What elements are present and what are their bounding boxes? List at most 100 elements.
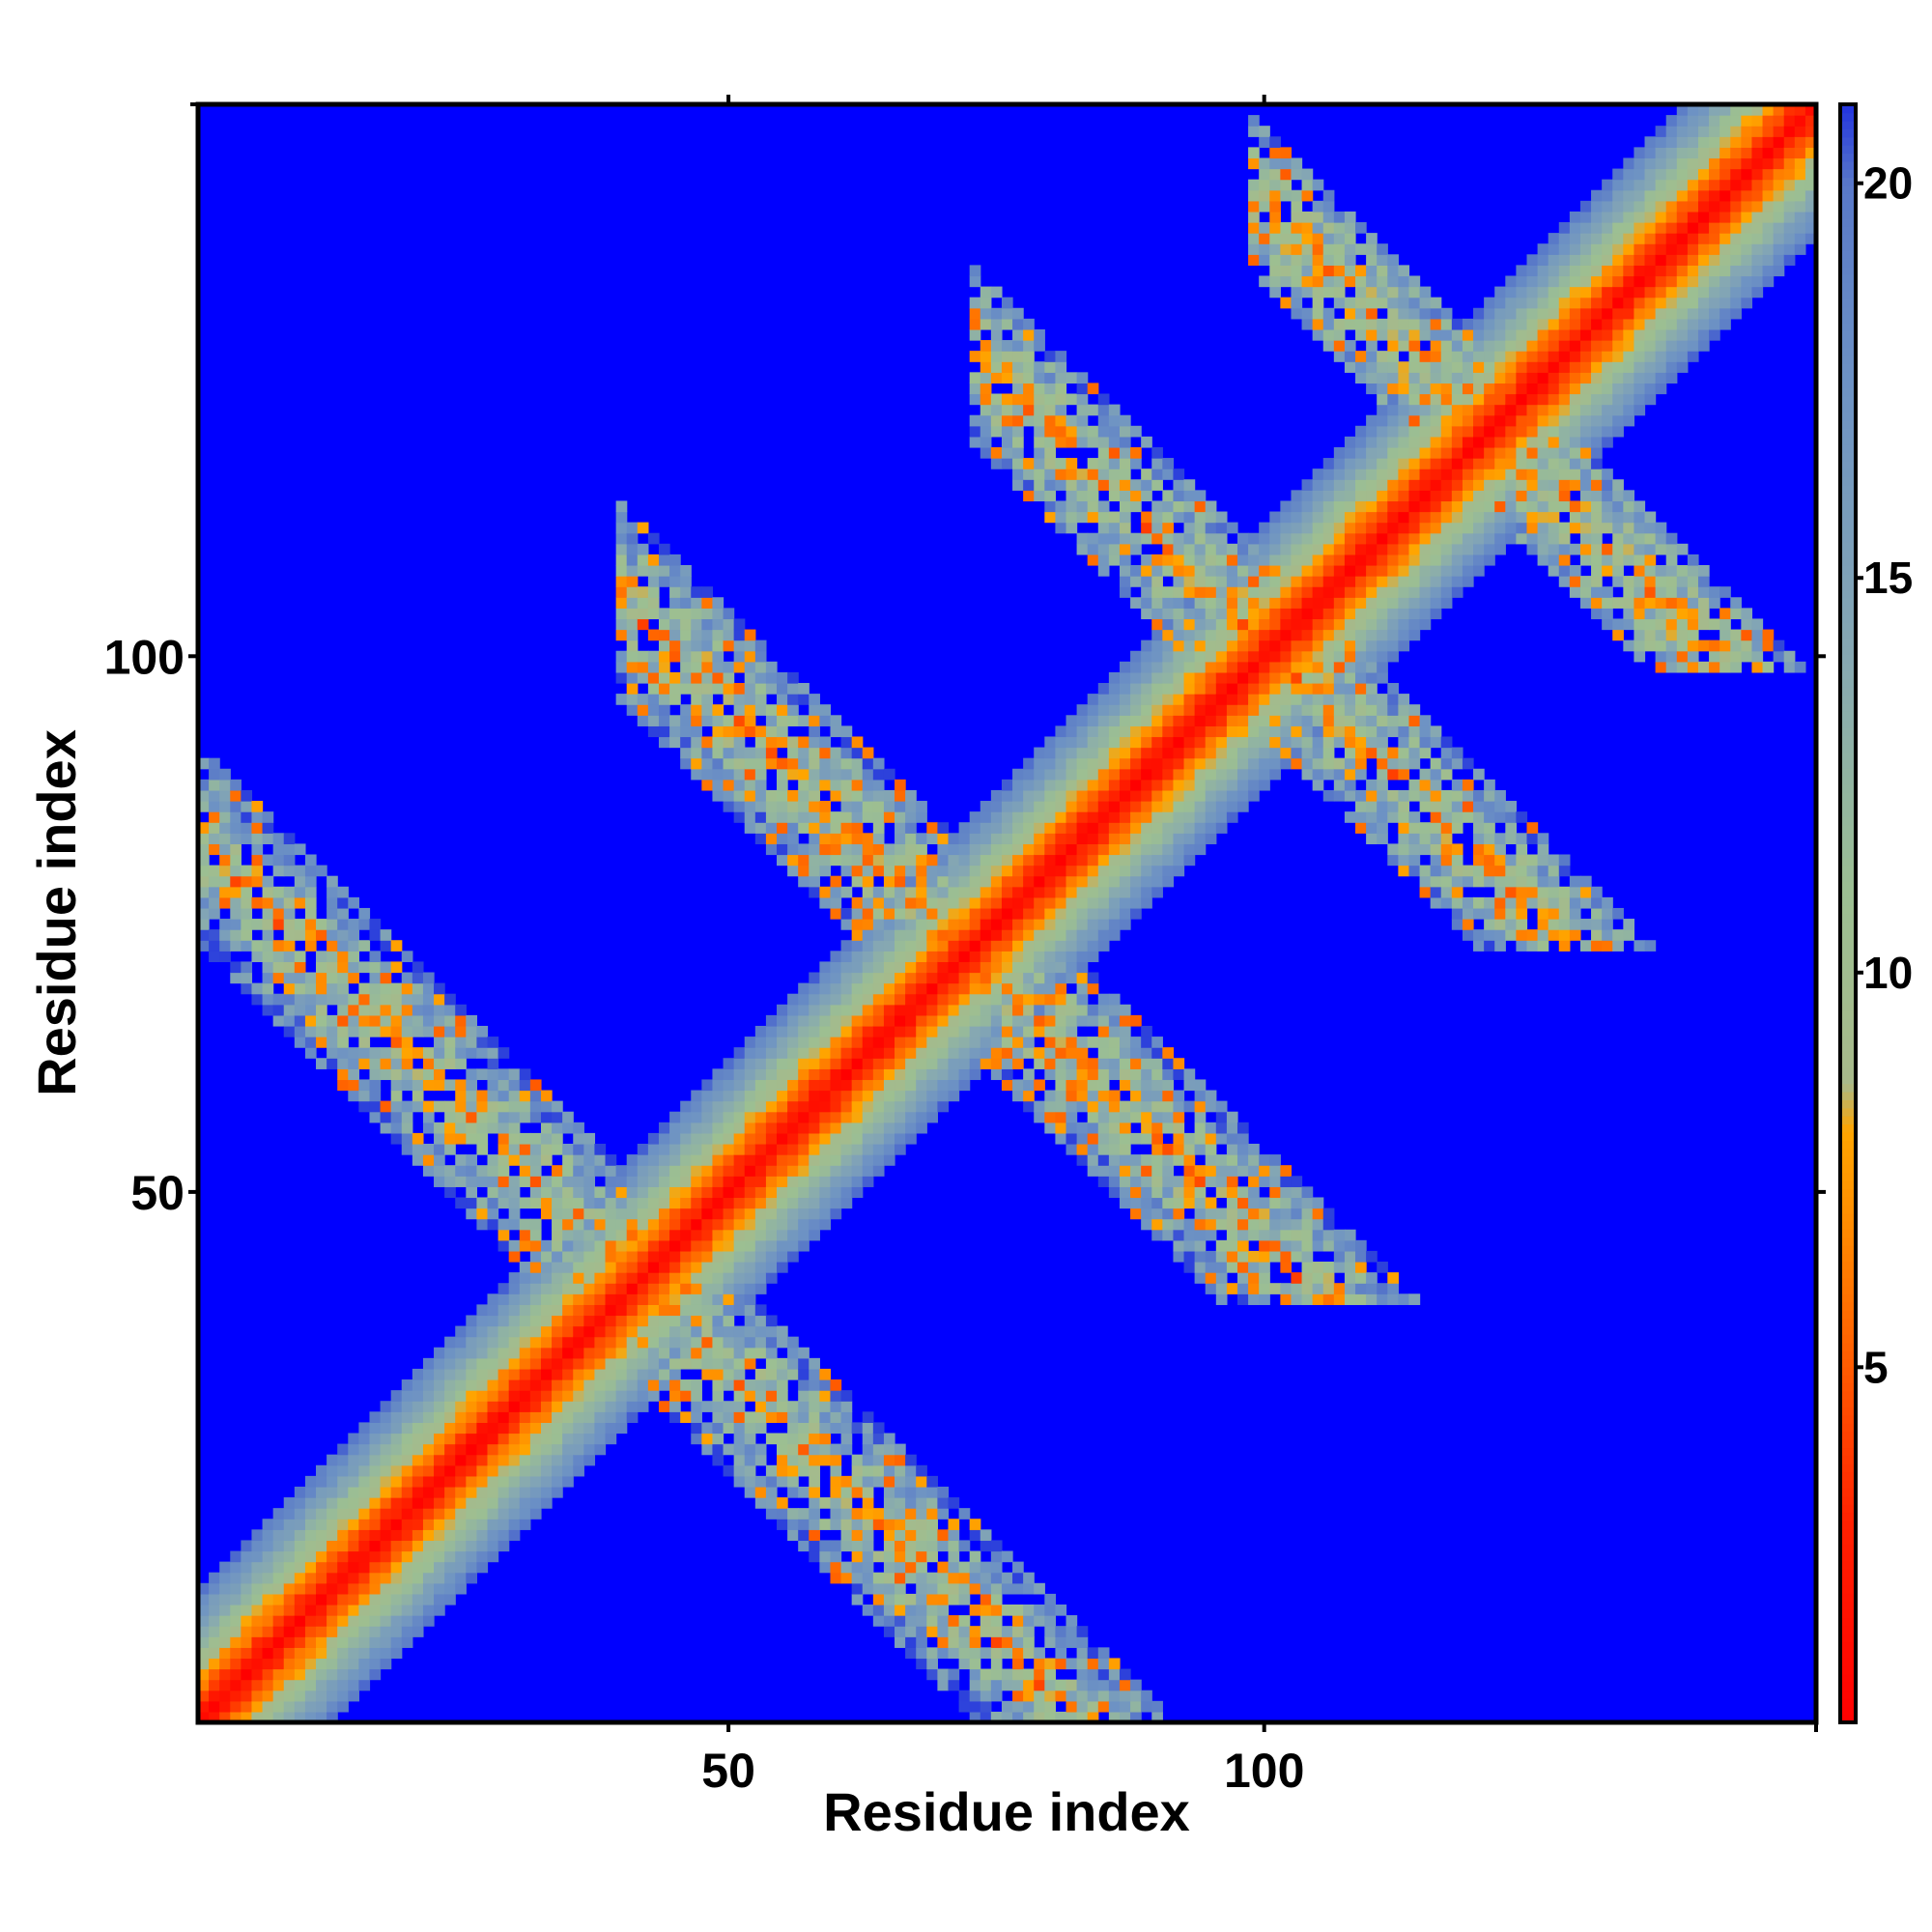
heatmap-cell	[304, 1668, 317, 1681]
heatmap-cell	[487, 1176, 499, 1187]
heatmap-cell	[765, 1037, 778, 1048]
heatmap-cell	[304, 886, 317, 898]
heatmap-cell	[809, 811, 820, 823]
heatmap-cell	[540, 1497, 553, 1509]
heatmap-cell	[851, 757, 864, 770]
heatmap-cell	[744, 1079, 756, 1092]
heatmap-cell	[1215, 522, 1228, 534]
heatmap-cell	[412, 1025, 424, 1037]
heatmap-cell	[1215, 704, 1228, 716]
heatmap-cell	[529, 1262, 542, 1273]
heatmap-cell	[519, 1401, 531, 1412]
heatmap-cell	[819, 1401, 832, 1412]
heatmap-cell	[754, 1347, 767, 1359]
heatmap-cell	[830, 982, 842, 995]
heatmap-cell	[219, 768, 231, 781]
heatmap-cell	[958, 951, 971, 963]
heatmap-cell	[552, 1208, 563, 1220]
heatmap-cell	[573, 1208, 584, 1220]
heatmap-cell	[1034, 951, 1045, 963]
heatmap-cell	[1151, 1218, 1163, 1231]
heatmap-cell	[1097, 704, 1110, 716]
heatmap-cell	[1194, 1111, 1207, 1123]
heatmap-cell	[434, 1165, 445, 1177]
heatmap-cell	[1259, 168, 1270, 181]
heatmap-cell	[1162, 843, 1175, 856]
heatmap-cell	[787, 1401, 799, 1412]
heatmap-cell	[1215, 1165, 1228, 1177]
heatmap-cell	[1291, 543, 1303, 555]
heatmap-cell	[883, 940, 895, 952]
heatmap-cell	[744, 789, 756, 802]
heatmap-cell	[787, 1111, 799, 1123]
heatmap-cell	[327, 1454, 338, 1466]
heatmap-cell	[487, 1197, 499, 1209]
heatmap-cell	[1236, 757, 1249, 770]
heatmap-cell	[1119, 469, 1131, 480]
heatmap-cell	[895, 854, 906, 867]
heatmap-cell	[1097, 532, 1110, 545]
heatmap-cell	[1194, 843, 1207, 856]
heatmap-cell	[1291, 576, 1303, 587]
heatmap-cell	[540, 1132, 553, 1145]
heatmap-cell	[262, 1529, 274, 1542]
heatmap-cell	[777, 736, 788, 749]
heatmap-cell	[369, 1411, 382, 1423]
heatmap-cell	[1312, 694, 1324, 705]
heatmap-cell	[1248, 1143, 1260, 1155]
heatmap-cell	[830, 1165, 842, 1177]
heatmap-cell	[529, 1454, 542, 1466]
heatmap-cell	[723, 1422, 735, 1435]
heatmap-cell	[895, 886, 906, 898]
heatmap-cell	[1119, 1176, 1131, 1187]
heatmap-cell	[466, 1165, 478, 1177]
heatmap-cell	[348, 1540, 359, 1552]
heatmap-cell	[969, 1658, 981, 1670]
heatmap-cell	[830, 1176, 842, 1187]
heatmap-cell	[851, 1540, 864, 1552]
heatmap-cell	[337, 1529, 349, 1542]
heatmap-cell	[1312, 543, 1324, 555]
heatmap-cell	[1280, 1197, 1293, 1209]
heatmap-cell	[883, 982, 895, 995]
heatmap-cell	[1044, 1090, 1057, 1102]
heatmap-cell	[540, 1368, 553, 1380]
heatmap-cell	[809, 1068, 820, 1081]
heatmap-cell	[980, 1561, 992, 1574]
heatmap-cell	[830, 1079, 842, 1092]
heatmap-cell	[862, 1422, 874, 1435]
heatmap-cell	[647, 671, 660, 684]
heatmap-cell	[508, 1250, 521, 1263]
heatmap-cell	[241, 1658, 253, 1670]
heatmap-cell	[1141, 822, 1152, 834]
heatmap-cell	[658, 1304, 670, 1317]
heatmap-cell	[1183, 801, 1196, 812]
heatmap-cell	[777, 1176, 788, 1187]
heatmap-cell	[1173, 500, 1185, 513]
heatmap-cell	[508, 1411, 521, 1423]
heatmap-cell	[1301, 1186, 1314, 1199]
heatmap-cell	[1097, 1647, 1110, 1660]
heatmap-cell	[862, 940, 874, 952]
heatmap-cell	[637, 1197, 649, 1209]
heatmap-cell	[1291, 490, 1303, 502]
heatmap-cell	[422, 1572, 435, 1584]
heatmap-cell	[990, 1668, 1003, 1681]
heatmap-cell	[905, 843, 917, 856]
heatmap-cell	[1301, 189, 1314, 202]
heatmap-cell	[626, 661, 639, 673]
heatmap-cell	[466, 1357, 478, 1370]
heatmap-cell	[1226, 629, 1238, 641]
heatmap-cell	[1055, 1004, 1067, 1016]
heatmap-cell	[573, 1218, 584, 1231]
heatmap-cell	[830, 1379, 842, 1391]
heatmap-cell	[1205, 500, 1217, 513]
heatmap-cell	[980, 1679, 992, 1691]
heatmap-cell	[1023, 414, 1035, 427]
heatmap-cell	[1291, 254, 1303, 266]
heatmap-cell	[980, 351, 992, 362]
heatmap-cell	[519, 1519, 531, 1530]
heatmap-cell	[787, 865, 799, 877]
heatmap-cell	[455, 1497, 467, 1509]
